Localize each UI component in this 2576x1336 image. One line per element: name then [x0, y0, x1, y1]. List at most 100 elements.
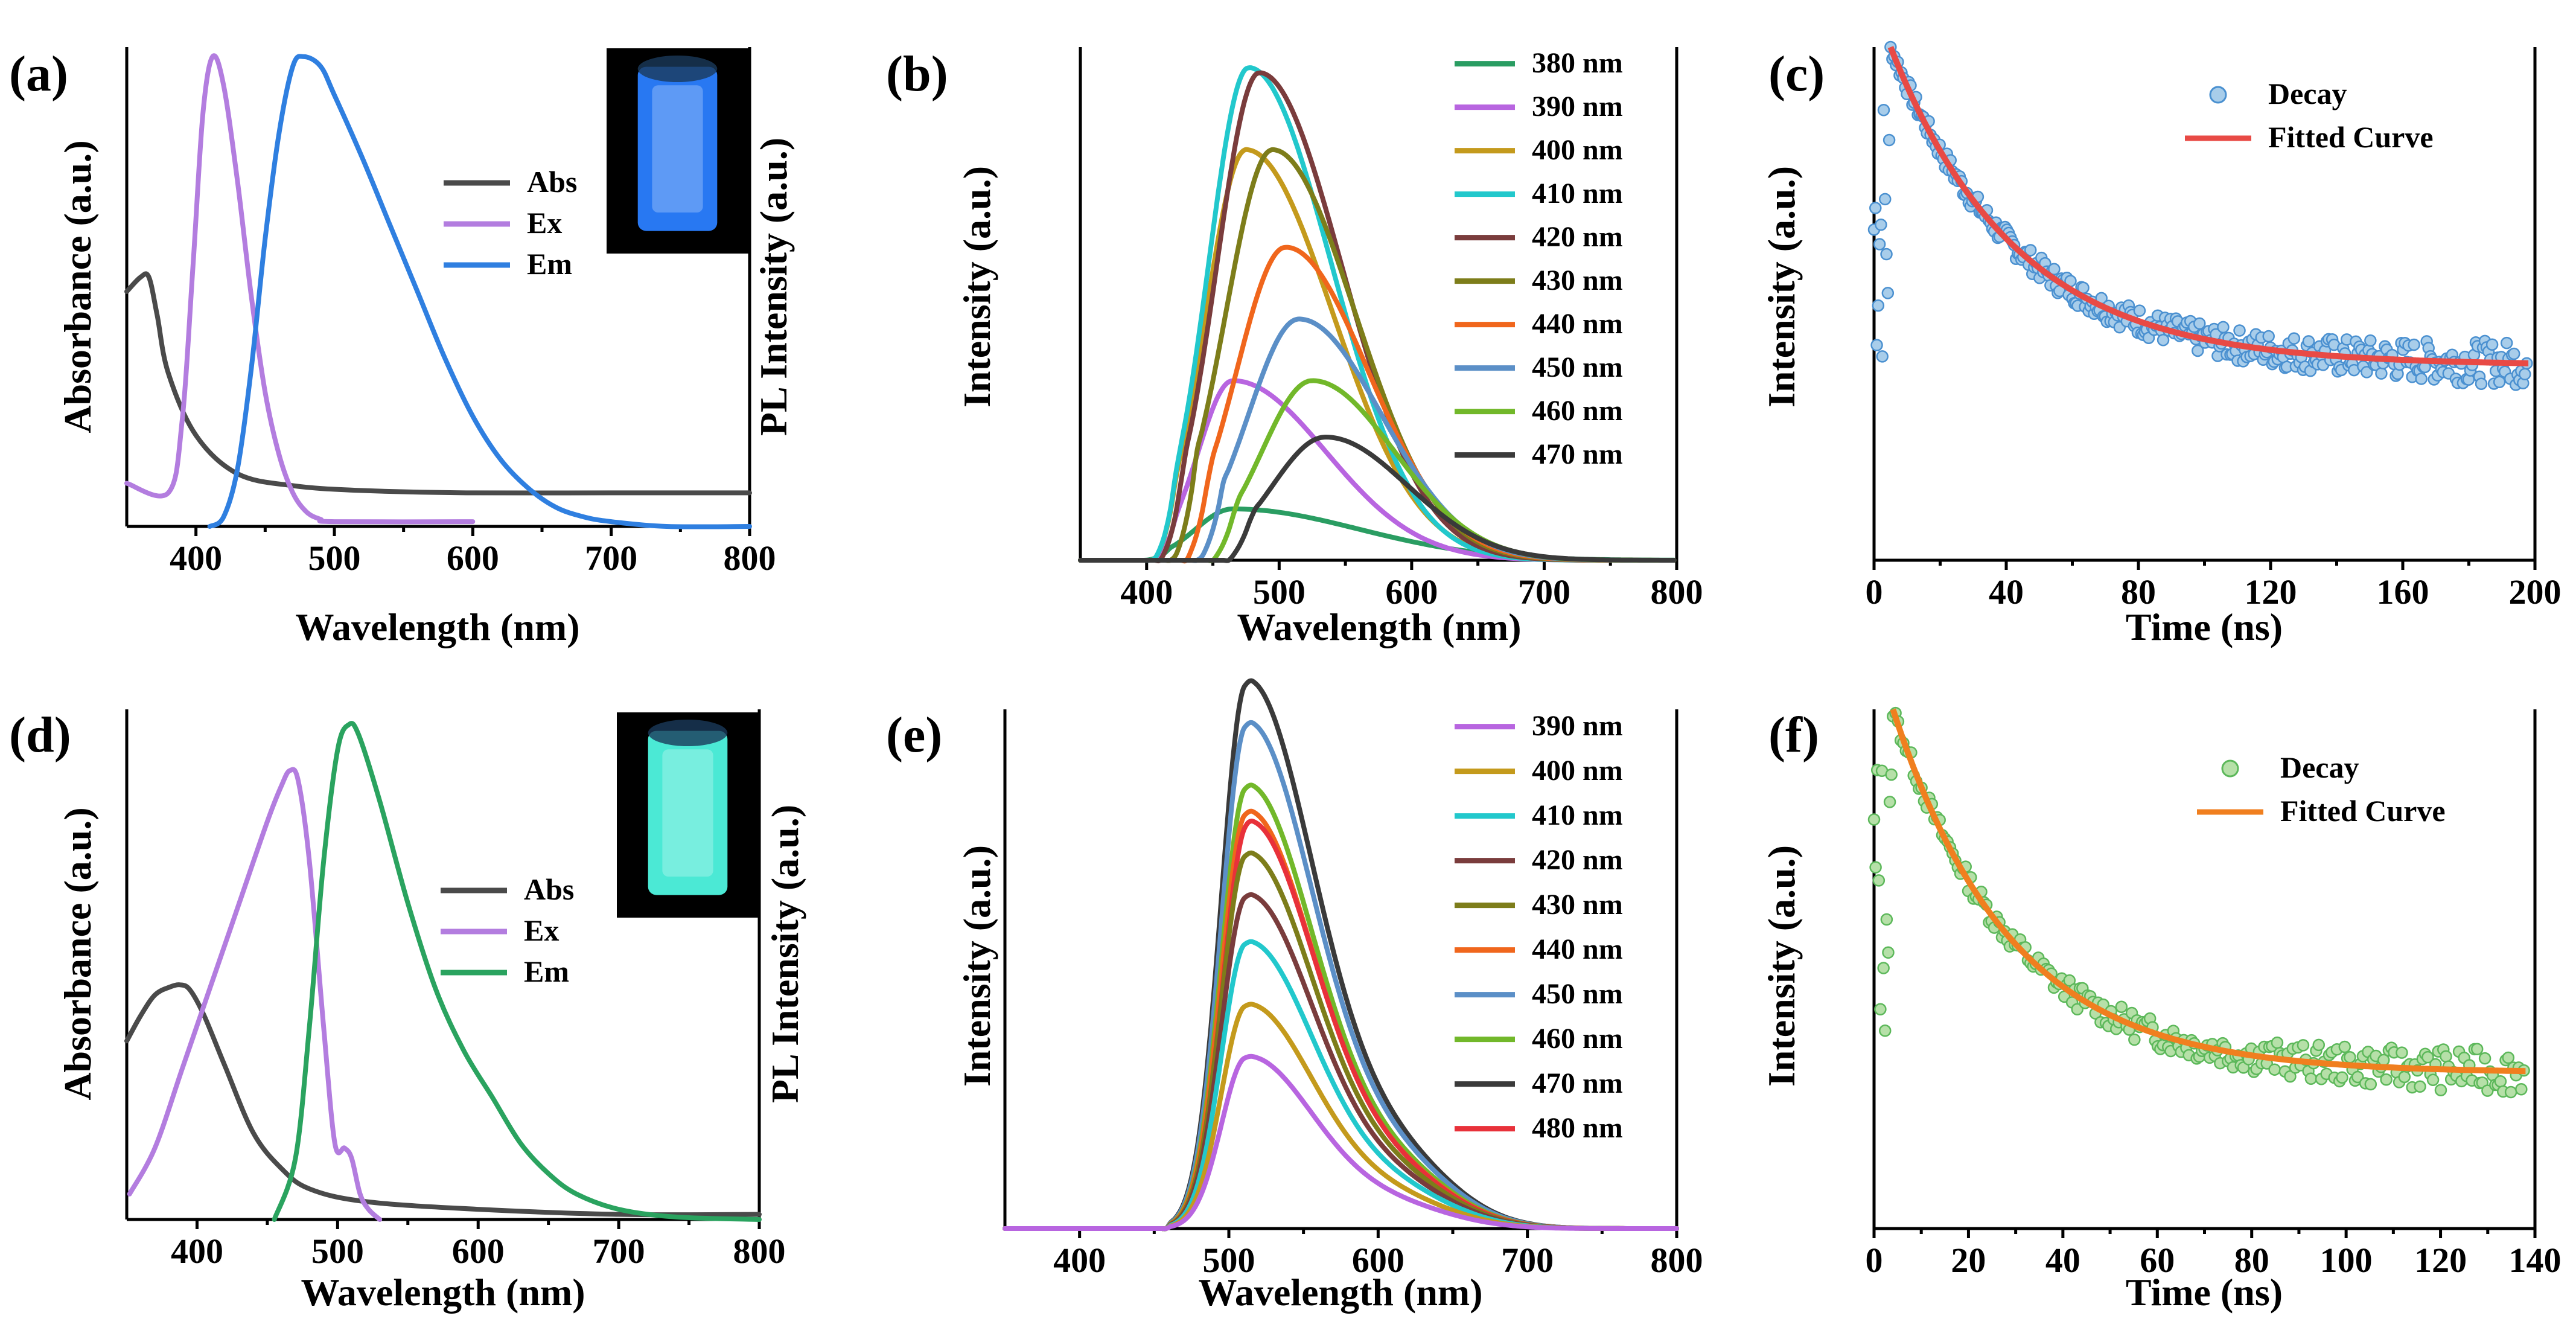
cuvette-cap: [648, 720, 728, 746]
decay-point: [2478, 1052, 2492, 1065]
legend-label: Em: [524, 954, 569, 988]
panel-f: 0 20 40 60 80 100 120 140 (f) Time (ns) Intensity …: [1760, 706, 2562, 1314]
x-tick-label: 600: [1352, 1241, 1404, 1280]
decay-point: [2398, 1070, 2411, 1084]
decay-point: [1874, 1003, 1887, 1015]
legend-label: 460 nm: [1532, 1023, 1623, 1055]
y-axis-title: Intensity (a.u.): [1760, 166, 1803, 408]
legend-label: 460 nm: [1532, 395, 1623, 427]
panel-c: 0 40 80 120 160 200 (c) Time (ns) Intensity (a.u…: [1760, 40, 2562, 648]
x-axis-title: Time (ns): [2126, 1271, 2283, 1314]
decay-point: [2262, 330, 2275, 343]
x-tick-label: 20: [1951, 1241, 1986, 1280]
decay-point: [2233, 324, 2246, 337]
x-tick-label: 600: [1385, 572, 1438, 612]
panel-b: 400 500 600 700 800 (b) Wavelength (nm) Intensi…: [886, 46, 1703, 648]
decay-point: [2193, 317, 2206, 330]
legend-label: Abs: [524, 872, 574, 906]
legend-label: Ex: [527, 206, 562, 240]
y-axis-title: Intensity (a.u.): [955, 845, 998, 1087]
x-axis-title: Wavelength (nm): [301, 1271, 585, 1314]
legend-label: 390 nm: [1532, 710, 1623, 742]
y-axis-title-right: PL Intensity (a.u.): [752, 138, 795, 436]
cuvette-body: [637, 66, 718, 231]
x-axis-title: Wavelength (nm): [1198, 1271, 1482, 1314]
x-tick-label: 60: [2140, 1241, 2175, 1280]
x-tick-label: 80: [2234, 1241, 2269, 1280]
x-tick-label: 400: [170, 539, 222, 578]
decay-point: [2268, 1063, 2281, 1076]
fitted-curve: [1890, 708, 2526, 1075]
decay-point: [1873, 238, 1886, 251]
series-line-abs: [124, 982, 762, 1218]
decay-point: [2048, 263, 2061, 275]
legend-label: Decay: [2268, 77, 2347, 110]
y-axis-title: Intensity (a.u.): [1760, 845, 1803, 1087]
legend-label: Fitted Curve: [2280, 794, 2446, 828]
series-line: [1003, 1053, 1679, 1232]
x-axis-title: Time (ns): [2126, 606, 2283, 648]
x-tick-label: 700: [1518, 572, 1570, 612]
x-tick-label: 80: [2121, 572, 2156, 612]
panel-label: (c): [1768, 46, 1825, 102]
decay-point: [1872, 299, 1885, 312]
legend-label: 380 nm: [1532, 47, 1623, 79]
x-tick-label: 500: [311, 1232, 364, 1271]
decay-point: [1876, 350, 1889, 363]
fitted-curve: [1887, 46, 2529, 366]
x-tick-label: 500: [1203, 1241, 1255, 1280]
legend-label: Fitted Curve: [2268, 120, 2434, 154]
series-line-ex: [127, 767, 383, 1222]
series-line-ex: [124, 53, 476, 525]
decay-point: [2344, 1051, 2356, 1064]
series-line-em: [272, 721, 762, 1222]
x-tick-label: 600: [452, 1232, 505, 1271]
decay-point: [1879, 193, 1892, 206]
decay-point: [2287, 332, 2301, 345]
decay-point: [1877, 962, 1890, 974]
cuvette-body: [648, 730, 728, 895]
decay-point: [1879, 1024, 1892, 1037]
decay-point: [2304, 1072, 2318, 1085]
legend-label: 430 nm: [1532, 889, 1623, 921]
legend-label: Em: [527, 247, 572, 281]
legend-label: 410 nm: [1532, 177, 1623, 209]
x-axis-title: Wavelength (nm): [295, 606, 579, 648]
decay-point: [2284, 1070, 2297, 1083]
decay-point: [2396, 1046, 2408, 1059]
decay-point: [2338, 1040, 2351, 1053]
decay-point: [2351, 1070, 2364, 1084]
decay-point: [2475, 377, 2488, 391]
y-axis-title-right: PL Intensity (a.u.): [764, 805, 806, 1103]
decay-point: [2408, 338, 2420, 351]
decay-point: [2507, 347, 2520, 360]
x-tick-label: 800: [733, 1232, 786, 1271]
panel-a: 400 500 600 700 800 (a) Wavelength (nm) Absorba…: [9, 46, 795, 648]
x-tick-label: 40: [2045, 1241, 2080, 1280]
decay-point: [1882, 946, 1895, 959]
series-line-abs: [124, 271, 752, 496]
x-tick-label: 120: [2245, 572, 2297, 612]
decay-point: [2415, 372, 2428, 385]
decay-point: [2515, 1082, 2528, 1096]
decay-point: [2024, 244, 2037, 257]
decay-point: [2115, 1000, 2128, 1014]
x-tick-label: 500: [308, 539, 361, 578]
series-line: [1078, 434, 1677, 563]
x-tick-label: 400: [1120, 572, 1173, 612]
x-tick-label: 500: [1253, 572, 1306, 612]
x-tick-label: 700: [593, 1232, 645, 1271]
decay-point: [1880, 913, 1893, 926]
decay-point: [2414, 1080, 2426, 1093]
decay-point: [2063, 974, 2076, 987]
x-tick-label: 800: [724, 539, 776, 578]
x-tick-label: 700: [585, 539, 637, 578]
panel-label: (d): [9, 707, 71, 763]
decay-point: [2071, 1003, 2083, 1016]
x-tick-label: 700: [1501, 1241, 1554, 1280]
legend-label: Decay: [2280, 750, 2359, 784]
cuvette-highlight: [652, 85, 703, 213]
decay-point: [2493, 376, 2506, 388]
x-tick-label: 200: [2509, 572, 2562, 612]
